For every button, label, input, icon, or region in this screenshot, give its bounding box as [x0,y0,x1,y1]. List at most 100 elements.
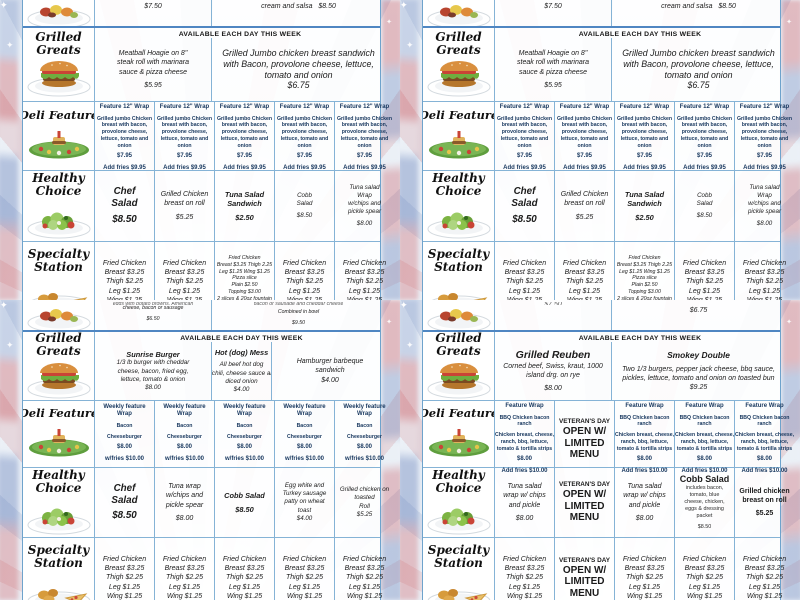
day-area: Tuna salad wrap w/ chips and pickle $8.00 VE… [495,468,794,537]
menu-item-line: Thigh $2.25 [106,278,143,286]
menu-item-line: Wing $1.25 [286,592,323,600]
menu-item-line: Weekly feature [343,403,386,410]
menu-cell: Hamburger barbeque sandwich $4.00 [272,342,388,400]
menu-cell: Tuna Salad Sandwich $2.50 [615,171,675,241]
menu-cell: Tuna salad Wrap w/chips and pickle spear $8.… [335,171,394,241]
menu-cell: Cobb Salad $8.50 [215,468,275,537]
menu-cell: Meatball Hoagie on 8" steak roll with mar… [495,38,612,101]
menu-item-line: Fried Chicken [628,255,661,261]
menu-item-line: Wing $1.25 [747,296,782,300]
menu-item-line: $2.50 [635,212,654,222]
menu-item-line: Wing $1.25 [686,592,723,600]
menu-item-line: Wrap [357,411,372,418]
menu-cell: Chef Salad $8.50 [95,468,155,537]
menu-item-line: 2 slices & 20oz fountain [617,295,672,301]
menu-item-line: VETERAN'S DAY [559,418,610,425]
flag-streak-decoration [0,300,18,600]
menu-item-line: breast with bacon, [741,122,788,129]
menu-item-line: Leg $1.25 Wing $1.25 [219,268,270,275]
day-cells: Fried Chicken Breast $3.25 Thigh $2.25 Leg … [95,242,394,300]
menu-item-line: $5.25 [575,213,594,221]
menu-item-line: Add fries $9.95 [503,165,546,172]
menu-item-line: Fried Chicken [682,260,727,268]
menu-item-line: w/fries $10.00 [164,456,205,463]
menu-item-line: Bacon [296,422,313,429]
menu-cell: Feature 12" Wrap Grilled jumbo Chicken bre… [735,102,794,175]
menu-item-line: Grilled Jumbo chicken breast sandwich [222,47,375,58]
day-area: Fried Chicken Breast $3.25 Thigh $2.25 Leg … [95,242,394,300]
menu-cell: Fried Chicken Breast $3.25 Thigh $2.25 Leg … [495,242,555,300]
menu-item-line: LIMITED [564,576,605,588]
menu-item-line: Add fries $9.95 [623,165,666,172]
station-label-cell: Deli Feature [23,401,95,467]
menu-item-line: Grilled jumbo Chicken [96,115,153,122]
menu-item-line: Cheeseburger [287,433,322,440]
menu-item-line: Meatball Hoagie on 8" [118,50,188,58]
menu-item-line: Wing $1.25 [226,592,263,600]
menu-item-line: Breast $3.25 [284,269,325,277]
salad-plate-icon [426,198,492,240]
menu-item-line: Leg $1.25 [288,583,321,591]
menu-item-line: and pickle [628,501,661,509]
menu-item-line: Grilled jumbo Chicken [336,115,393,122]
menu-item-line: Fried Chicken [228,255,261,261]
menu-item-line: $6.50 [146,315,160,322]
menu-item-line: Grilled jumbo Chicken [556,115,613,122]
menu-item-line: Breast $3.25 [504,269,545,277]
available-banner: AVAILABLE EACH DAY THIS WEEK [578,335,702,342]
menu-item-line: steak roll with marinara [117,59,189,67]
menu-item-line: Leg $1.25 [228,583,261,591]
menu-item-line: $7.95 [296,153,312,160]
menu-cell: Feature 12" Wrap Grilled jumbo Chicken bre… [95,102,155,175]
menu-item-line: Thigh $2.25 [166,574,203,582]
menu-item-line: Wing $1.25 [107,296,142,300]
menu-item-line: lettuce, tomato and [280,135,329,142]
menu-item-line: Feature Wrap [625,403,664,409]
menu-cell: Feature 12" Wrap Grilled jumbo Chicken bre… [275,102,335,175]
menu-cell: Fried Chicken Breast $3.25 Thigh $2.25 Leg … [495,538,555,600]
menu-cell: $7.50 [95,0,212,26]
menu-item-line: Wing $1.25 [346,592,383,600]
menu-item-line: Cobb Salad [679,473,730,484]
menu-item-line: BBQ Chicken bacon [679,414,730,421]
day-cells: Sunrise Burger 1/3 lb burger with cheddar… [95,342,388,400]
menu-cell: Grilled Jumbo chicken breast sandwich wit… [212,38,385,101]
menu-row-grilled-greats: Grilled Greats AVAILABLE EACH DAY THIS WEE… [423,332,780,401]
menu-item-line: Thigh $2.25 [746,574,783,582]
menu-item-line: Add fries $9.95 [103,165,146,172]
menu-item-line: ranch, bbq, lettuce, [500,438,549,445]
bottom-left-week-menu: eggs with potato browns, American cheese,… [22,300,389,600]
menu-item-line: provolone cheese, [281,129,328,135]
menu-item-line: $8.50 [296,212,313,220]
menu-item-line: Wing $1.25 [106,592,143,600]
menu-item-line: wrap w/ chips [503,492,546,500]
day-area: Fried Chicken Breast $3.25 Thigh $2.25 Leg … [495,538,794,600]
menu-item-line: breast with bacon, [221,122,268,129]
menu-item-line: MENU [569,449,600,461]
menu-item-line: Breast $3.25 Thigh 2.25 [616,261,673,268]
menu-item-line: Feature 12" Wrap [559,104,610,110]
menu-item-line: Cheeseburger [107,433,142,440]
menu-item-line: Thigh $2.25 [346,278,383,286]
menu-item-line: $8.00 [635,514,654,522]
menu-item-line: Breast $3.25 [104,269,145,277]
menu-item-line: Bacon [236,422,253,429]
menu-item-line: Chicken breast, cheese, [615,432,675,438]
menu-item-line: $8.00 [356,220,373,228]
burger-plate-icon [426,56,492,98]
menu-cell: $6.75 [612,300,785,330]
day-area: Feature Wrap BBQ Chicken bacon ranch Chicke… [495,401,794,478]
menu-item-line: $8.00 [356,444,372,451]
menu-item-line: $5.25 [175,213,194,221]
menu-item-line: provolone cheese, [501,129,548,135]
menu-item-line: Cobb Salad [224,490,265,500]
menu-item-line: Breast $3.25 [224,565,265,573]
menu-item-line: Wrap [117,411,132,418]
menu-item-line: Tuna salad [349,183,380,191]
menu-item-line: bacon or sausage and cheddar cheese [253,302,344,305]
station-name: Specialty Station [428,248,489,273]
menu-item-line: Thigh $2.25 [286,574,323,582]
menu-item-line: provolone cheese, [681,129,728,135]
menu-cell: Grilled chicken on toasted Roll $5.25 [335,468,394,537]
